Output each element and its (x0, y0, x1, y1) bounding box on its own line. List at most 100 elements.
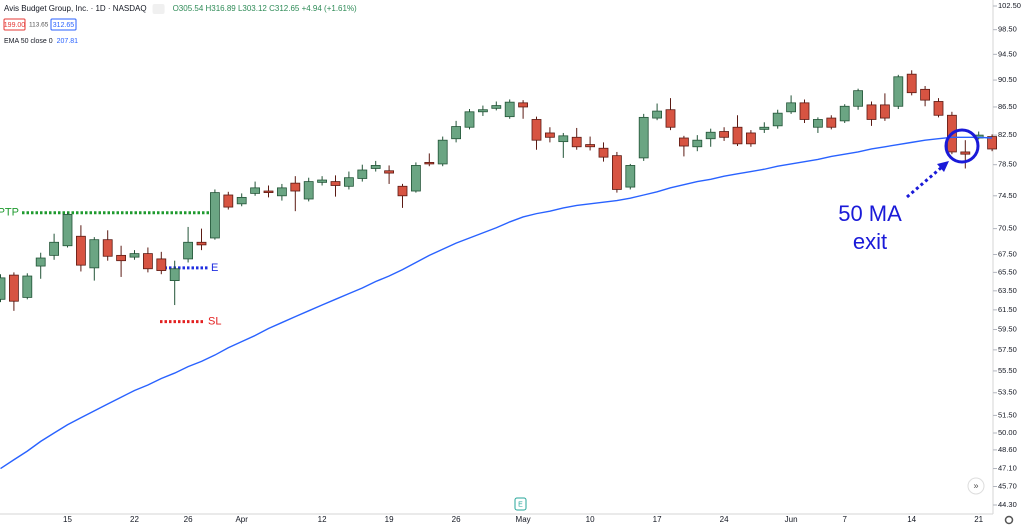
candle-body (223, 194, 234, 208)
candle-body (196, 241, 207, 246)
x-tick-label: Jun (785, 515, 798, 524)
candle-body (826, 117, 837, 128)
level-label: E (211, 262, 218, 274)
candle-body (705, 131, 716, 140)
candle-body (250, 187, 261, 194)
candle-body (424, 162, 435, 165)
candle-body (22, 275, 33, 298)
candle-body (531, 119, 542, 141)
ohlc-values: O305.54 H316.89 L303.12 C312.65 +4.94 (+… (173, 4, 357, 13)
candle-body (585, 144, 595, 148)
earnings-icon-glyph: E (518, 501, 523, 508)
y-tick-label: 90.50 (998, 75, 1017, 84)
candle-body (906, 73, 917, 94)
scroll-button[interactable] (967, 477, 985, 495)
y-tick-label: 70.50 (998, 224, 1017, 233)
x-tick-label: 10 (586, 515, 595, 524)
candle-body (62, 214, 73, 247)
marks: PTP E SL (0, 70, 997, 470)
callout-arrow (906, 165, 943, 199)
x-tick-label: 7 (842, 515, 847, 524)
y-tick-label: 48.60 (998, 445, 1017, 454)
y-tick-label: 44.30 (998, 500, 1017, 509)
candle-body (290, 182, 301, 192)
candle-body (35, 257, 46, 267)
x-tick-label: 26 (452, 515, 461, 524)
x-tick-label: 22 (130, 515, 139, 524)
x-tick-label: Apr (235, 515, 248, 524)
candle-body (129, 253, 140, 258)
ask: 312.65 (53, 22, 75, 29)
candle-body (866, 104, 877, 120)
candle-body (183, 241, 194, 260)
callout-line: exit (853, 229, 887, 254)
candle-body (504, 101, 515, 118)
y-tick-label: 98.50 (998, 25, 1017, 34)
y-tick-label: 102.50 (998, 1, 1021, 10)
candle-body (772, 112, 783, 127)
candle-body (477, 109, 488, 113)
candle-body (49, 241, 59, 256)
y-tick-label: 86.50 (998, 102, 1017, 111)
x-tick-label: 17 (653, 515, 662, 524)
candle-body (263, 190, 274, 194)
y-tick-label: 50.00 (998, 428, 1017, 437)
y-tick-label: 59.50 (998, 325, 1017, 334)
candle-body (746, 132, 756, 145)
indicator-value: 207.81 (57, 38, 79, 45)
candle-body (598, 147, 609, 158)
candle-body (451, 126, 462, 140)
candle-body (612, 155, 622, 190)
visibility-toggle[interactable] (152, 4, 165, 14)
candle-body (960, 151, 971, 155)
y-tick-label: 51.50 (998, 410, 1017, 419)
candle-body (343, 177, 354, 187)
y-tick-label: 82.50 (998, 130, 1017, 139)
x-tick-label: May (516, 515, 531, 524)
candle-body (76, 235, 86, 266)
candle-body (518, 102, 528, 108)
candle-body (142, 253, 153, 270)
ask-box[interactable] (50, 18, 77, 31)
candle-body (638, 116, 649, 159)
candle-body (330, 181, 341, 186)
candle-body (464, 111, 475, 128)
y-tick-label: 78.50 (998, 160, 1017, 169)
candle-body (156, 258, 167, 271)
y-tick-label: 63.50 (998, 286, 1017, 295)
candle-body (545, 132, 555, 138)
candle-body (558, 135, 569, 143)
arrow-head (937, 161, 949, 172)
candle-body (303, 181, 314, 200)
candle-body (102, 239, 113, 257)
bid: 199.00 (4, 22, 26, 29)
candle-body (89, 239, 100, 269)
y-tick-label: 57.50 (998, 345, 1017, 354)
candle-body (8, 274, 19, 302)
candle-body (799, 102, 810, 120)
candle-body (679, 137, 689, 147)
x-tick-label: 12 (318, 515, 327, 524)
settings-icon[interactable] (1004, 515, 1014, 525)
level-label: PTP (0, 207, 19, 219)
callout-line: 50 MA (838, 201, 902, 226)
x-tick-label: 24 (720, 515, 729, 524)
x-tick-label: 14 (907, 515, 916, 524)
y-tick-label: 45.70 (998, 481, 1017, 490)
bid-box[interactable] (3, 18, 26, 31)
y-tick-label: 55.50 (998, 366, 1017, 375)
y-tick-label: 53.50 (998, 388, 1017, 397)
level-label: SL (208, 315, 221, 327)
candle-body (920, 88, 930, 101)
earnings-icon[interactable] (514, 497, 527, 511)
candle-body (317, 179, 328, 183)
y-tick-label: 94.50 (998, 49, 1017, 58)
candle-body (786, 102, 796, 113)
candle-body (759, 126, 770, 130)
candle-body (571, 136, 582, 148)
candle-body (987, 136, 997, 150)
scroll-button-glyph: » (973, 480, 978, 490)
y-tick-label: 65.50 (998, 267, 1017, 276)
